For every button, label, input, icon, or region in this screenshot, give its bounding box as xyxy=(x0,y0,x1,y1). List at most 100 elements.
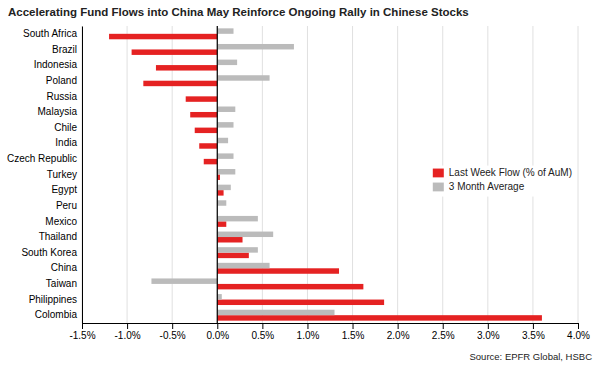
y-tick-label: Egypt xyxy=(51,184,77,195)
x-tick: 1.5% xyxy=(342,323,365,341)
bar xyxy=(217,169,235,174)
x-tick-mark xyxy=(398,323,399,329)
x-tick-label: 1.0% xyxy=(297,330,320,341)
y-tick: Thailand xyxy=(39,231,82,242)
x-tick-mark xyxy=(262,323,263,329)
y-tick: South Korea xyxy=(21,247,82,258)
y-tick: South Africa xyxy=(23,28,82,39)
bar xyxy=(217,263,269,268)
grid-line xyxy=(578,26,579,323)
legend-swatch xyxy=(433,183,444,192)
bar xyxy=(217,300,384,305)
bar xyxy=(217,294,222,299)
bar xyxy=(217,237,242,242)
bar xyxy=(217,138,228,143)
x-tick: 3.5% xyxy=(522,323,545,341)
x-tick: 4.0% xyxy=(567,323,590,341)
y-tick-label: Czech Republic xyxy=(7,153,77,164)
y-tick: Mexico xyxy=(45,216,82,227)
x-tick-label: -1.5% xyxy=(69,330,95,341)
y-tick-label: China xyxy=(51,262,78,273)
bar xyxy=(217,190,223,195)
y-tick: China xyxy=(51,262,82,273)
bar xyxy=(190,112,217,117)
legend-label: Last Week Flow (% of AuM) xyxy=(449,167,572,178)
bar xyxy=(217,107,235,112)
x-tick-mark xyxy=(127,323,128,329)
x-tick: -1.5% xyxy=(69,323,95,341)
x-tick-mark xyxy=(82,323,83,329)
bar xyxy=(109,34,217,39)
y-tick: Brazil xyxy=(52,44,82,55)
y-tick-label: Chile xyxy=(54,122,77,133)
x-tick: -1.0% xyxy=(115,323,141,341)
grid-line xyxy=(262,26,263,323)
bar xyxy=(217,232,273,237)
x-tick-label: 3.0% xyxy=(477,330,500,341)
x-tick-mark xyxy=(533,323,534,329)
x-tick-label: 4.0% xyxy=(567,330,590,341)
y-tick: Malaysia xyxy=(38,106,82,117)
y-tick-label: Mexico xyxy=(45,216,77,227)
bar xyxy=(204,159,218,164)
bar xyxy=(132,49,218,54)
y-tick-label: Turkey xyxy=(47,169,77,180)
y-tick: India xyxy=(55,137,82,148)
x-axis: -1.5%-1.0%-0.5%0.0%0.5%1.0%1.5%2.0%2.5%3… xyxy=(69,323,590,341)
legend-swatch xyxy=(433,169,444,178)
y-tick-label: Poland xyxy=(46,75,77,86)
y-tick: Taiwan xyxy=(46,278,82,289)
chart: Accelerating Fund Flows into China May R… xyxy=(0,0,600,365)
y-tick-label: India xyxy=(55,137,77,148)
x-tick: -0.5% xyxy=(160,323,186,341)
bar xyxy=(217,44,294,49)
bar xyxy=(199,143,217,148)
y-axis: ColombiaPhilippinesTaiwanChinaSouth Kore… xyxy=(7,27,83,324)
y-tick: Egypt xyxy=(51,184,82,195)
y-tick-label: Indonesia xyxy=(34,59,78,70)
grid-line xyxy=(82,26,83,323)
grid-line xyxy=(397,26,398,323)
bar xyxy=(217,60,237,65)
grid xyxy=(82,26,578,323)
bar xyxy=(217,253,249,258)
bar xyxy=(217,310,334,315)
x-tick-mark xyxy=(443,323,444,329)
y-tick-label: South Korea xyxy=(21,247,77,258)
bar xyxy=(217,185,231,190)
legend-label: 3 Month Average xyxy=(449,181,525,192)
x-tick-label: 2.5% xyxy=(432,330,455,341)
x-tick: 1.0% xyxy=(297,323,320,341)
bar xyxy=(217,75,269,80)
series xyxy=(151,28,334,315)
x-tick-label: 1.5% xyxy=(342,330,365,341)
y-tick: Russia xyxy=(46,91,82,102)
x-tick-mark xyxy=(488,323,489,329)
x-tick-label: -0.5% xyxy=(160,330,186,341)
y-tick: Peru xyxy=(56,200,82,211)
y-tick-label: Malaysia xyxy=(38,106,78,117)
y-tick-label: Taiwan xyxy=(46,278,77,289)
grid-line xyxy=(352,26,353,323)
y-tick: Philippines xyxy=(29,294,82,305)
title: Accelerating Fund Flows into China May R… xyxy=(8,6,469,18)
x-tick-mark xyxy=(353,323,354,329)
y-tick-label: Thailand xyxy=(39,231,77,242)
y-tick-label: Russia xyxy=(46,91,77,102)
x-tick: 2.5% xyxy=(432,323,455,341)
legend-item: 3 Month Average xyxy=(433,181,525,192)
bar xyxy=(156,65,217,70)
x-tick-mark xyxy=(217,323,218,329)
legend: Last Week Flow (% of AuM) 3 Month Average xyxy=(429,166,576,197)
x-tick-mark xyxy=(578,323,579,329)
bar xyxy=(217,315,542,320)
grid-line xyxy=(307,26,308,323)
bar xyxy=(217,122,233,127)
y-axis-line xyxy=(82,27,83,324)
bar xyxy=(217,28,233,33)
zero-line xyxy=(217,26,218,323)
y-tick: Turkey xyxy=(47,169,82,180)
plot: -1.5%-1.0%-0.5%0.0%0.5%1.0%1.5%2.0%2.5%3… xyxy=(7,26,590,341)
bar xyxy=(195,128,218,133)
x-tick-label: 0.0% xyxy=(206,330,229,341)
